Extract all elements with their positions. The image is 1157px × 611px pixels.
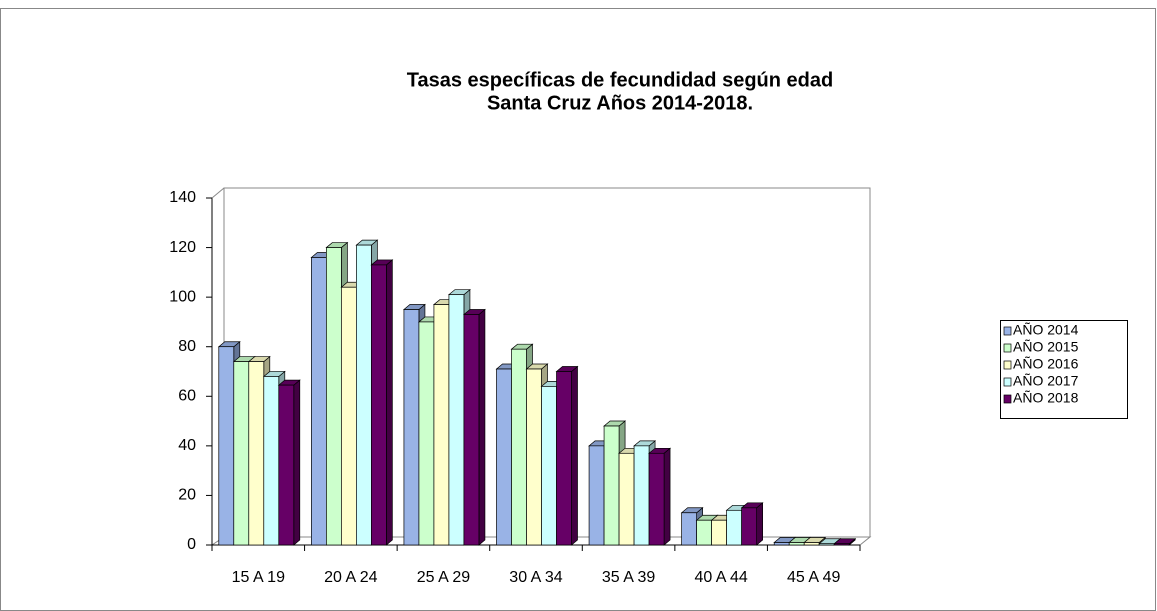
bar-side [386, 259, 393, 546]
bar [711, 519, 727, 546]
bar [633, 445, 650, 546]
legend-label: AÑO 2017 [1013, 373, 1079, 389]
bar [618, 452, 635, 546]
bar [463, 314, 480, 546]
y-tick-label: 60 [178, 388, 196, 405]
bar [263, 376, 280, 546]
legend-label: AÑO 2016 [1013, 356, 1079, 372]
bar-side [571, 365, 578, 546]
bar [788, 542, 805, 546]
bar [556, 371, 572, 546]
legend-swatch [1003, 394, 1012, 404]
bar [326, 247, 342, 546]
legend-label: AÑO 2014 [1013, 322, 1079, 338]
y-tick-label: 0 [187, 536, 196, 553]
legend-swatch [1003, 360, 1012, 370]
x-tick-label: 15 A 19 [232, 569, 285, 586]
bar [603, 425, 620, 546]
x-tick-label: 45 A 49 [787, 569, 840, 586]
chart-subtitle: Santa Cruz Años 2014-2018. [487, 92, 753, 114]
bar [588, 445, 605, 546]
bar [803, 542, 820, 546]
y-tick-label: 20 [178, 487, 196, 504]
legend-swatch [1003, 377, 1012, 387]
bar [511, 348, 527, 546]
x-tick-label: 25 A 29 [417, 569, 470, 586]
y-tick-label: 40 [178, 437, 196, 454]
x-tick-label: 20 A 24 [324, 569, 377, 586]
x-tick-label: 30 A 34 [509, 569, 562, 586]
bar-side [293, 379, 301, 546]
bar-side [756, 502, 763, 546]
bar [448, 294, 465, 546]
bar [648, 452, 665, 546]
y-tick-label: 80 [178, 338, 196, 355]
wall-edge [211, 187, 225, 199]
bar [741, 507, 757, 546]
bar [218, 346, 235, 546]
bar [233, 361, 250, 546]
bar [526, 368, 542, 546]
legend [1000, 320, 1128, 419]
bar [541, 386, 557, 546]
bar-side [663, 447, 671, 546]
bar [341, 286, 357, 546]
bar [833, 543, 850, 546]
bar [818, 543, 835, 546]
bar [248, 361, 265, 546]
bar [371, 264, 387, 546]
bar [726, 509, 742, 546]
bar [403, 309, 420, 546]
bar [278, 384, 295, 546]
legend-swatch [1003, 326, 1012, 336]
bar [311, 257, 327, 546]
legend-label: AÑO 2018 [1013, 390, 1079, 406]
bar [433, 304, 450, 546]
bar [696, 519, 712, 546]
chart-title: Tasas específicas de fecundidad según ed… [407, 69, 833, 91]
x-tick-label: 40 A 44 [694, 569, 747, 586]
x-tick-label: 35 A 39 [602, 569, 655, 586]
bar [418, 321, 435, 546]
legend-label: AÑO 2015 [1013, 339, 1079, 355]
bar [681, 512, 697, 546]
y-tick-label: 120 [169, 239, 196, 256]
bar-side [478, 308, 486, 546]
bar [496, 368, 512, 546]
legend-swatch [1003, 343, 1012, 353]
y-tick-label: 140 [169, 189, 196, 206]
bar [356, 244, 372, 546]
bar [773, 542, 790, 546]
y-tick-label: 100 [169, 288, 196, 305]
